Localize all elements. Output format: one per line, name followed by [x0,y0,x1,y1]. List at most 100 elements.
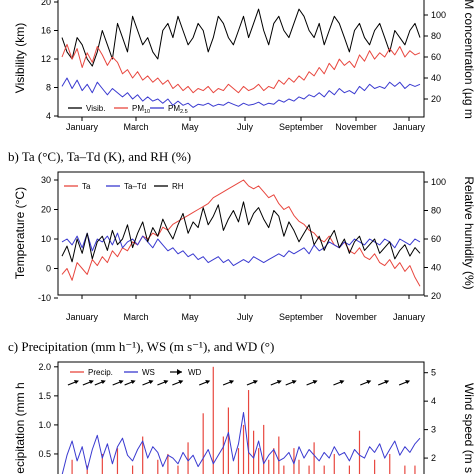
panel-a-x-ticks: January March May July September November Janu… [66,117,426,132]
wd-arrowhead [73,380,79,384]
left-tick-label: 0.5 [38,449,51,459]
panel-b-title: b) Ta (°C), Ta–Td (K), and RH (%) [8,149,191,164]
panel-c-legend: Precip. WS WD [70,368,202,377]
wd-arrowhead [384,380,390,384]
left-tick-label: 16 [41,26,51,36]
series-line-rh [61,201,421,263]
panel-b: -10 0 10 20 30 20 40 60 80 100 January March May Ju… [13,171,474,322]
panel-b-ylabel-left: Temperature (°C) [13,187,27,279]
wd-arrowhead [276,380,282,384]
wd-arrowhead [130,380,136,384]
right-tick-label: 100 [431,177,446,187]
right-tick-label: 5 [431,368,436,378]
legend-wd-arrowhead [177,369,182,375]
panel-b-frame [57,171,425,296]
x-tick-label: November [335,122,377,132]
right-tick-label: 2 [431,453,436,463]
legend-ta-label: Ta [82,182,91,191]
wd-arrowhead [205,380,211,384]
right-tick-label: 20 [431,291,441,301]
panel-a-ylabel-left: Visibility (km) [13,23,27,93]
left-tick-label: 2.0 [38,362,51,372]
legend-wd-label: WD [188,368,202,377]
right-tick-label: 80 [431,206,441,216]
legend-tatd-label: Ta–Td [124,182,146,191]
legend-pm10-label: PM10 [132,104,150,115]
x-tick-label: March [123,122,148,132]
right-tick-label: 60 [431,52,441,62]
legend-ws-label: WS [142,368,155,377]
panel-c-series [61,366,421,474]
panel-a-series [61,8,421,108]
panel-a-ylabel-right: PM concentration (µg m [462,0,474,119]
wd-arrowhead [229,380,235,384]
legend-precip-label: Precip. [88,368,113,377]
wd-arrowhead [252,380,258,384]
x-tick-label: September [279,312,323,322]
left-tick-label: 20 [41,205,51,215]
panel-c-right-ticks: 2 3 4 5 [424,368,436,463]
panel-a-right-ticks: 20406080100120 [424,10,446,104]
wd-arrowhead [88,380,94,384]
series-line-pm10 [61,43,421,94]
wd-arrowhead [178,380,184,384]
panel-b-series [61,179,421,287]
left-tick-label: -10 [38,293,51,303]
x-tick-label: March [123,312,148,322]
x-tick-label: January [66,122,99,132]
panel-a-left-ticks: 4 8 12 16 20 [41,0,58,121]
left-tick-label: 10 [41,234,51,244]
left-tick-label: 4 [46,111,51,121]
panel-c-ylabel-right: Wind speed (m s [462,383,474,473]
wd-arrowhead [148,380,154,384]
right-tick-label: 60 [431,234,441,244]
wd-arrowhead [118,380,124,384]
wd-arrowhead [366,380,372,384]
wd-arrowhead [312,380,318,384]
left-tick-label: 20 [41,0,51,7]
panel-c-left-ticks: 0.5 1.0 1.5 2.0 [38,362,58,459]
x-tick-label: November [335,312,377,322]
right-tick-label: 4 [431,396,436,406]
right-tick-label: 80 [431,31,441,41]
right-tick-label: 20 [431,94,441,104]
right-tick-label: 40 [431,73,441,83]
left-tick-label: 0 [46,264,51,274]
panel-c-frame [57,361,425,474]
right-tick-label: 100 [431,10,446,20]
panel-b-ylabel-right: Relative humidity (%) [462,176,474,289]
panel-b-x-ticks: January March May July September November Janu… [66,295,426,322]
panel-b-right-ticks: 20 40 60 80 100 [424,177,446,301]
x-tick-label: January [393,312,426,322]
wd-arrowhead [405,380,411,384]
legend-visib-label: Visib. [86,104,105,113]
wd-arrowhead [163,380,169,384]
left-tick-label: 1.0 [38,420,51,430]
wd-arrowhead [100,380,106,384]
x-tick-label: January [66,312,99,322]
left-tick-label: 30 [41,175,51,185]
series-line-ws [61,412,421,474]
panel-c: 0.5 1.0 1.5 2.0 2 3 4 5 ecipitation (mm h Wind… [13,361,474,474]
x-tick-label: July [237,122,254,132]
panel-c-title: c) Precipitation (mm h⁻¹), WS (m s⁻¹), a… [8,339,274,354]
x-tick-label: January [393,122,426,132]
series-line-pm25 [61,77,421,108]
wd-arrowhead [291,380,297,384]
x-tick-label: May [181,122,199,132]
panel-b-legend: Ta Ta–Td RH [64,182,184,191]
wd-arrowhead [339,380,345,384]
panel-a-legend: Visib. PM10 PM2.5 [68,104,188,115]
x-tick-label: September [279,122,323,132]
series-line-tatd [61,232,421,267]
panel-c-ylabel-left: ecipitation (mm h [13,382,27,473]
legend-pm25-label: PM2.5 [168,104,188,115]
left-tick-label: 8 [46,83,51,93]
right-tick-label: 3 [431,425,436,435]
legend-rh-label: RH [172,182,184,191]
series-line-visib [61,8,421,67]
left-tick-label: 12 [41,54,51,64]
panel-b-left-ticks: -10 0 10 20 30 [38,175,58,303]
